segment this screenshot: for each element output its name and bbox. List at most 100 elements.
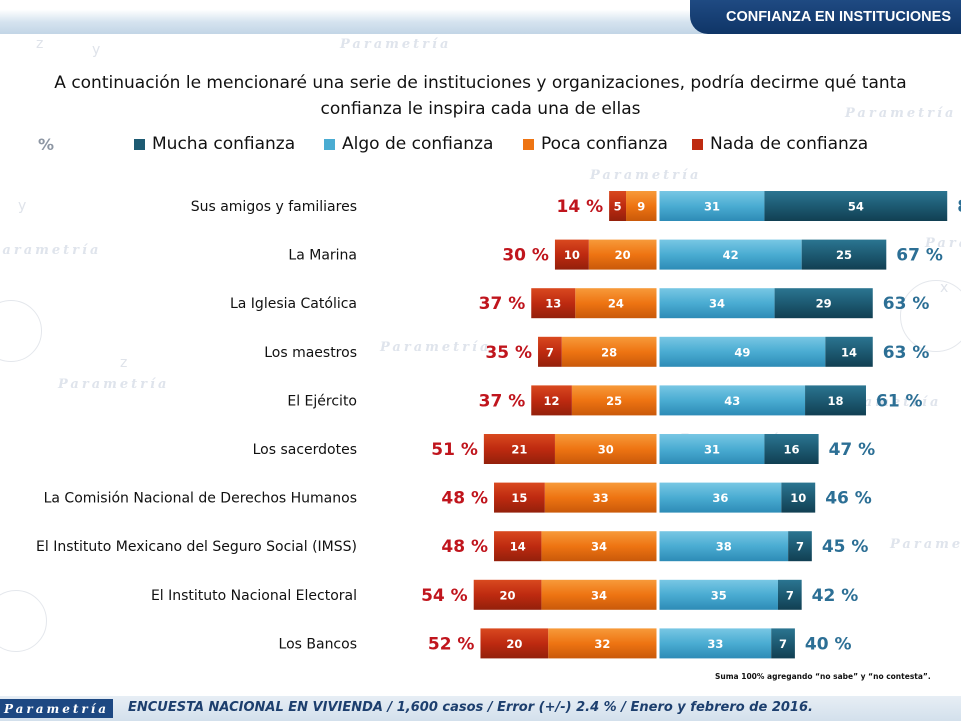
bar-segment-mucha [777,579,802,610]
segment-value-label: 14 [841,345,857,359]
positive-total-label: 63 % [883,294,930,314]
segment-value-label: 34 [709,297,725,311]
survey-source-text: ENCUESTA NACIONAL EN VIVIENDA / 1,600 ca… [128,700,813,715]
bar-segment-mucha [805,385,866,416]
chart-row: El Instituto Nacional Electoral 35 7 42 % 34… [151,579,859,610]
bar-segment-algo [659,531,789,562]
segment-value-label: 31 [704,443,720,457]
positive-total-label: 47 % [829,440,876,460]
header-title: CONFIANZA EN INSTITUCIONES [725,9,951,25]
negative-total-label: 54 % [421,586,468,606]
category-label: Los Bancos [279,636,357,652]
segment-value-label: 21 [511,443,527,457]
positive-total-label: 42 % [812,586,859,606]
bar-segment-algo [659,336,826,367]
parametria-logo: Parametría [3,701,110,716]
bar-segment-mucha [771,628,795,659]
bar-segment-mucha [788,531,812,562]
segment-value-label: 16 [784,443,800,457]
bar-segment-poca [626,191,657,221]
segment-value-label: 31 [704,200,720,214]
legend-label-algo: Algo de confianza [342,134,494,154]
negative-total-label: 14 % [557,197,604,217]
chart-row: La Comisión Nacional de Derechos Humanos… [44,482,872,513]
segment-value-label: 18 [828,394,844,408]
segment-value-label: 35 [711,588,727,602]
positive-total-label: 85 % [957,197,961,217]
watermark-text: Parametría [845,106,957,121]
legend-swatch-mucha [134,138,145,150]
legend-swatch-poca [523,138,534,150]
question-line-1: A continuación le mencionaré una serie d… [54,73,907,93]
watermark-glyph: y [92,42,101,58]
bar-segment-nada [609,191,627,221]
bar-segment-poca [561,336,657,367]
segment-value-label: 20 [615,248,631,262]
negative-total-label: 30 % [502,246,549,266]
legend-label-poca: Poca confianza [541,134,668,154]
legend-item-algo: Algo de confianza [324,131,493,157]
bar-segment-poca [548,628,657,659]
legend-label-nada: Nada de confianza [710,134,869,154]
footer-logo-band: Parametría [0,699,113,718]
segment-value-label: 34 [591,540,607,554]
watermark-text: Parametría [0,243,102,258]
positive-total-label: 63 % [883,343,930,363]
bar-segment-poca [544,482,657,513]
bar-segment-nada [480,628,549,659]
watermark-text: Parametría [58,377,170,392]
segment-value-label: 33 [593,491,609,505]
segment-value-label: 49 [734,345,750,359]
negative-total-label: 52 % [428,634,475,654]
watermark-circle [900,280,961,352]
segment-value-label: 20 [500,588,516,602]
category-label: El Instituto Nacional Electoral [151,588,357,604]
positive-total-label: 46 % [825,489,872,509]
chart-row: Los Bancos 33 7 40 % 32 20 52 % [279,628,852,659]
category-label: La Comisión Nacional de Derechos Humanos [44,491,357,507]
negative-total-label: 51 % [431,440,478,460]
segment-value-label: 33 [707,637,723,651]
footer-bar [0,696,961,721]
bar-segment-mucha [801,239,887,270]
category-label: Sus amigos y familiares [191,199,357,215]
bar-segment-nada [483,434,555,464]
legend-item-nada: Nada de confianza [692,131,868,157]
bar-segment-nada [531,288,576,319]
category-label: El Instituto Mexicano del Seguro Social … [36,539,357,555]
chart-row: El Ejército 43 18 61 % 25 12 37 % [287,385,923,416]
bar-segment-poca [575,288,657,319]
positive-total-label: 61 % [876,391,923,411]
segment-value-label: 9 [637,200,645,214]
bar-segment-poca [588,239,657,270]
header-title-band [690,0,961,34]
segment-value-label: 7 [779,637,787,651]
negative-total-label: 35 % [485,343,532,363]
negative-total-label: 48 % [441,489,488,509]
segment-value-label: 25 [836,248,852,262]
category-label: Los sacerdotes [253,442,357,458]
bar-segment-nada [494,531,542,562]
bar-segment-mucha [764,434,819,464]
bar-segment-nada [531,385,572,416]
bar-segment-poca [541,579,657,610]
legend-swatch-algo [324,138,335,150]
bar-segment-algo [659,191,765,221]
legend-item-poca: Poca confianza [523,131,668,157]
watermark-text: Parametría [340,37,452,52]
percent-symbol: % [38,135,55,154]
segment-value-label: 7 [796,540,804,554]
legend-swatch-nada [692,138,703,150]
watermark-text: Parametría [590,168,702,183]
bar-segment-nada [473,579,542,610]
category-label: La Marina [288,248,357,264]
segment-value-label: 13 [545,297,561,311]
chart-row: La Marina 42 25 67 % 20 10 30 % [288,239,943,270]
negative-total-label: 37 % [479,294,526,314]
bar-segment-nada [538,336,562,367]
bar-segment-poca [571,385,657,416]
segment-value-label: 24 [608,297,624,311]
category-label: Los maestros [264,345,357,361]
bar-segment-mucha [764,191,948,221]
